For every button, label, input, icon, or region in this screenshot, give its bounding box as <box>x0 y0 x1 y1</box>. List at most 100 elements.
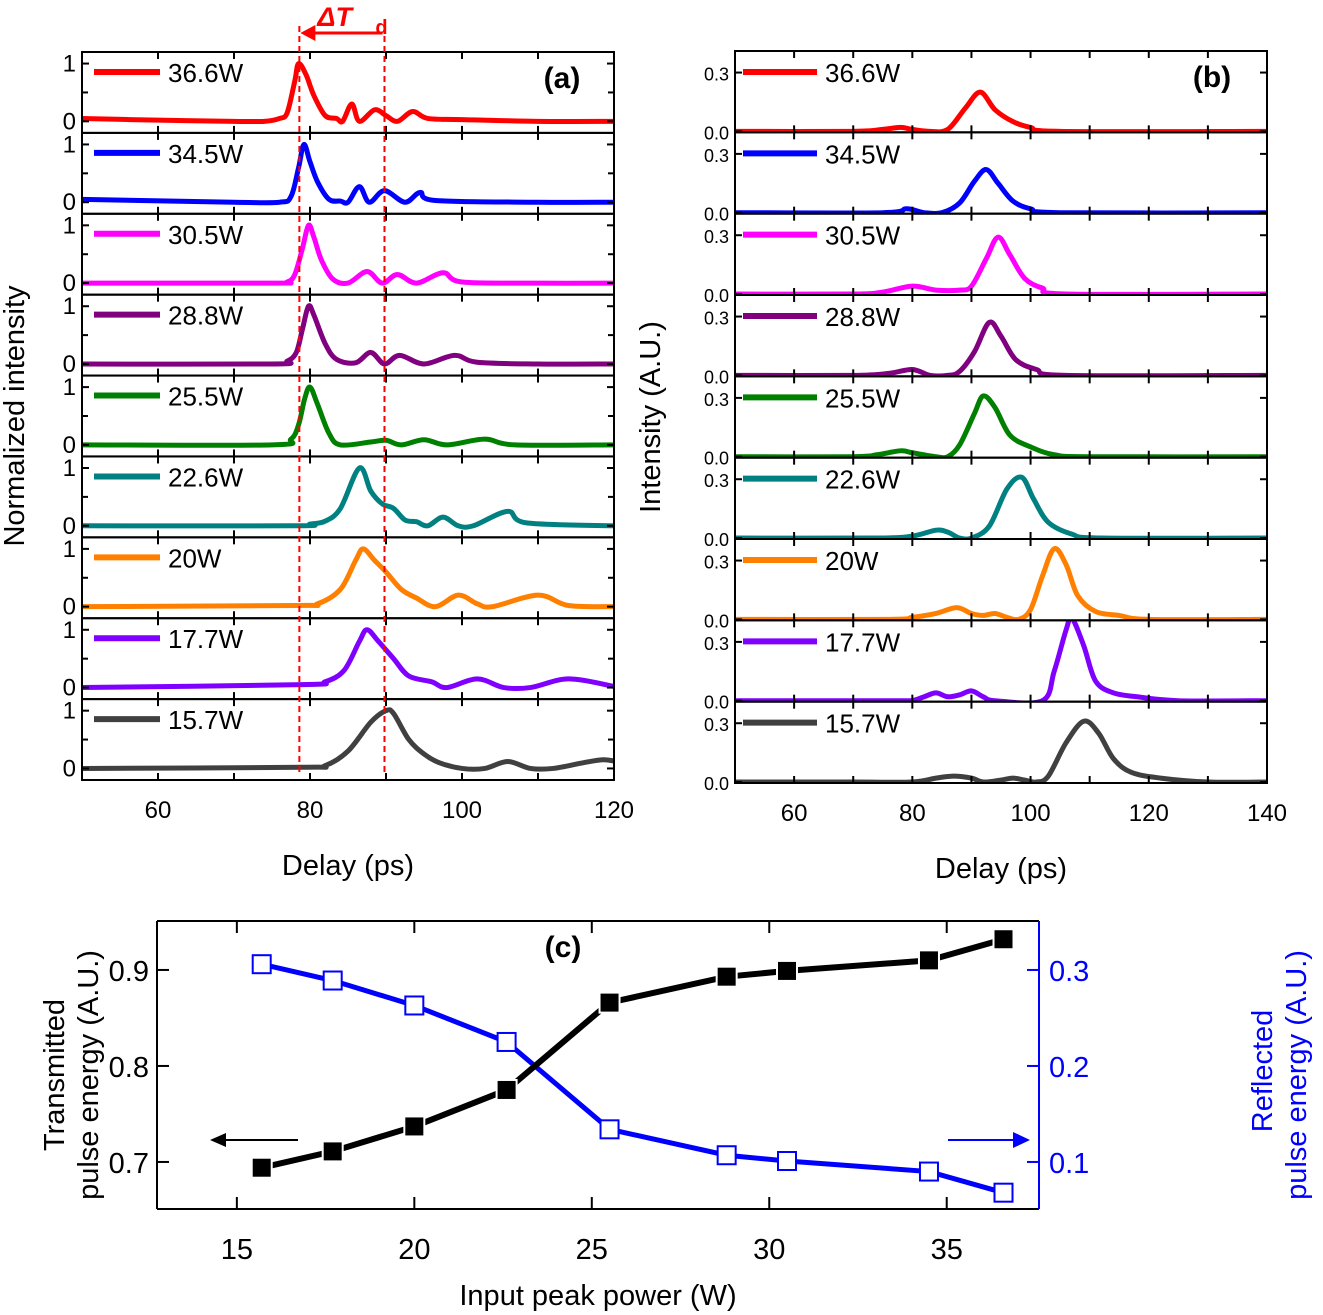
y-tick-label: 0.0 <box>704 693 729 713</box>
left-axis-arrow-head <box>210 1133 226 1147</box>
transmitted-point-25.5 <box>598 991 621 1014</box>
series-line-25.5W <box>82 384 614 448</box>
legend-label: 28.8W <box>825 302 901 332</box>
series-line-25.5W <box>735 393 1267 458</box>
delta-arrow-head <box>300 25 316 41</box>
subplot-30.5W: 0.0 0.3 30.5W <box>704 212 1268 306</box>
subplot-22.6W: 0.0 0.3 22.6W <box>704 456 1268 550</box>
y-tick-label: 0.0 <box>704 449 729 469</box>
panel-label: (b) <box>1193 61 1231 94</box>
legend-label: 15.7W <box>825 709 901 739</box>
y-tick-label: 0 <box>63 755 76 782</box>
subplot-28.8W: 0 1 28.8W <box>63 293 615 378</box>
transmitted-point-15.7 <box>250 1156 273 1179</box>
y-tick-label: 0.0 <box>704 123 729 143</box>
x-tick-label: 120 <box>594 797 634 824</box>
x-axis-title: Delay (ps) <box>935 853 1067 885</box>
y-tick-label: 0.3 <box>704 553 729 573</box>
subplot-36.6W: 0.0 0.3 36.6W <box>704 50 1268 143</box>
y-tick-label: 1 <box>63 293 76 320</box>
y-axis-title: Intensity (A.U.) <box>635 321 667 513</box>
x-tick-label: 25 <box>576 1234 608 1266</box>
delta-t-annotation: ΔT d <box>298 2 388 775</box>
series-line-28.8W <box>82 303 614 367</box>
reflected-point-30.5 <box>777 1151 797 1171</box>
series-line-36.6W <box>735 89 1267 133</box>
reflected-point-15.7 <box>251 954 272 975</box>
transmitted-point-17.7 <box>321 1140 344 1163</box>
y2-axis-title-line2: pulse energy (A.U.) <box>1281 950 1313 1200</box>
legend-label: 30.5W <box>825 221 901 251</box>
y-tick-label: 1 <box>63 374 76 401</box>
reflected-point-17.7 <box>322 970 343 991</box>
x-tick-label: 80 <box>899 800 926 827</box>
panel-label: (c) <box>545 931 582 964</box>
subplot-30.5W: 0 1 30.5W <box>63 212 615 297</box>
y-tick-label: 0.0 <box>704 367 729 387</box>
x-tick-label: 30 <box>753 1234 785 1266</box>
right-axis-arrow-head <box>1013 1132 1030 1148</box>
legend-label: 25.5W <box>825 383 901 413</box>
legend-label: 28.8W <box>168 301 244 331</box>
y-tick-label: 0.3 <box>704 390 729 410</box>
y-tick-label: 0 <box>63 270 76 297</box>
subplot-34.5W: 0.0 0.3 34.5W <box>704 131 1268 225</box>
y-tick-label: 0.3 <box>704 715 729 735</box>
reflected-point-25.5 <box>599 1119 620 1140</box>
series-line-17.7W <box>82 627 614 692</box>
y-tick-label: 0 <box>63 513 76 540</box>
subplot-36.6W: 0 1 36.6W <box>63 51 615 135</box>
delta-t-subscript: d <box>375 17 387 39</box>
y-tick-label: 0.0 <box>704 774 729 794</box>
subplot-25.5W: 0 1 25.5W <box>63 374 615 459</box>
series-line-15.7W <box>82 707 614 772</box>
series-line-17.7W <box>735 620 1267 702</box>
x-tick-label: 20 <box>398 1234 430 1266</box>
y-tick-label: 1 <box>63 212 76 239</box>
x-tick-label: 15 <box>221 1234 253 1266</box>
transmitted-point-20 <box>403 1115 426 1138</box>
transmitted-point-30.5 <box>776 959 798 982</box>
legend-label: 22.6W <box>168 462 244 492</box>
subplot-15.7W: 0.0 0.3 15.7W <box>704 700 1268 794</box>
subplot-frame <box>734 131 1268 215</box>
transmitted-point-34.5 <box>917 949 940 972</box>
y-axis-title-line2: pulse energy (A.U.) <box>73 950 105 1200</box>
y-tick-label: 1 <box>63 131 76 158</box>
x-axis-title: Input peak power (W) <box>459 1280 736 1312</box>
panel-b: 0.00.3 36.6W0.00.3 34.5W0.00.3 30.5W0.00.3 2… <box>635 50 1287 885</box>
legend-label: 34.5W <box>168 139 244 169</box>
y-tick-label: 0.3 <box>704 65 729 85</box>
y-tick-label: 0.3 <box>704 227 729 247</box>
legend-label: 17.7W <box>168 624 244 654</box>
y-tick-label: 0 <box>63 432 76 459</box>
x-tick-label: 60 <box>781 800 808 827</box>
y-axis-title-line1: Transmitted <box>39 999 71 1151</box>
y-tick-label: 0 <box>63 351 76 378</box>
panel-label: (a) <box>544 62 581 95</box>
x-tick-label: 100 <box>1011 800 1051 827</box>
series-line-36.6W <box>82 61 614 125</box>
y-tick-label: 0 <box>63 108 76 135</box>
legend-label: 30.5W <box>168 220 244 250</box>
x-tick-label: 120 <box>1129 800 1169 827</box>
subplot-frame <box>734 700 1268 785</box>
y-tick-label: 0.3 <box>704 634 729 654</box>
legend-label: 20W <box>168 543 222 573</box>
reflected-point-28.8 <box>716 1145 737 1166</box>
y-tick-label: 0.3 <box>704 471 729 491</box>
series-line-28.8W <box>735 319 1267 377</box>
legend-label: 34.5W <box>825 139 901 169</box>
legend-label: 36.6W <box>825 58 901 88</box>
series-line-20W <box>82 546 614 610</box>
x-tick-label: 60 <box>145 797 172 824</box>
series-line-34.5W <box>82 141 614 206</box>
legend-label: 36.6W <box>168 58 244 88</box>
delta-t-label: ΔT <box>316 2 354 32</box>
y2-tick-label: 0.3 <box>1049 956 1089 988</box>
x-tick-label: 80 <box>297 797 324 824</box>
y-tick-label: 1 <box>63 455 76 482</box>
reflected-point-20 <box>404 995 425 1016</box>
